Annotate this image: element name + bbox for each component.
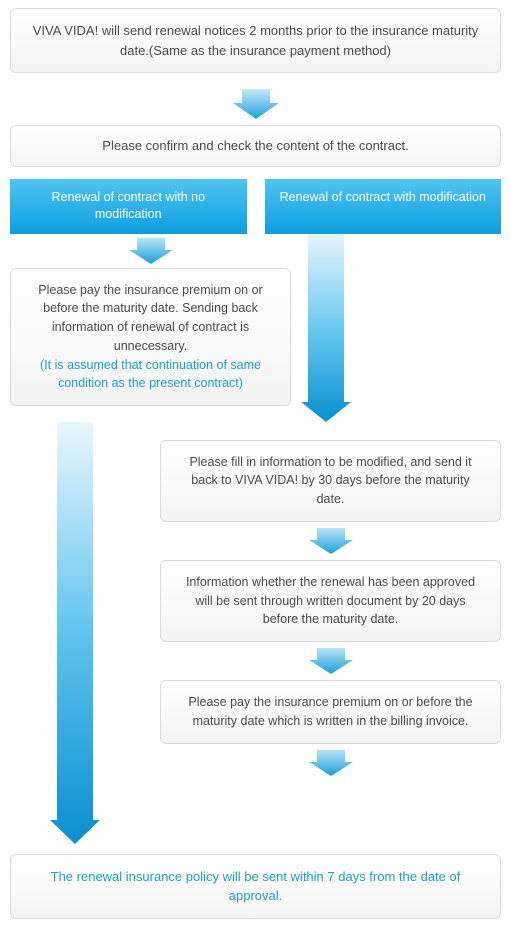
mid-left-col: Please pay the insurance premium on or b…: [10, 234, 291, 422]
arrow-left-small: [129, 234, 173, 268]
mid-row: Please pay the insurance premium on or b…: [10, 234, 501, 422]
arrow-r3: [160, 744, 501, 782]
confirm-text: Please confirm and check the content of …: [102, 138, 408, 153]
arrow-after-intro: [10, 83, 501, 125]
right-step1-box: Please fill in information to be modifie…: [160, 440, 501, 522]
right-step2-box: Information whether the renewal has been…: [160, 560, 501, 642]
intro-box: VIVA VIDA! will send renewal notices 2 m…: [10, 8, 501, 73]
split-headers: Renewal of contract with no modification…: [10, 179, 501, 234]
left-body-main: Please pay the insurance premium on or b…: [38, 283, 262, 353]
confirm-box: Please confirm and check the content of …: [10, 125, 501, 167]
header-no-modification: Renewal of contract with no modification: [10, 179, 247, 234]
right-step3-box: Please pay the insurance premium on or b…: [160, 680, 501, 744]
arrow-r1: [160, 522, 501, 560]
left-body-box: Please pay the insurance premium on or b…: [10, 268, 291, 407]
right-section: Please fill in information to be modifie…: [10, 422, 501, 844]
mid-right-spacer: [351, 234, 501, 422]
final-box: The renewal insurance policy will be sen…: [10, 854, 501, 919]
arrow-r2: [160, 642, 501, 680]
mid-right-arrow-col: [291, 234, 351, 422]
left-body-note: (It is assumed that continuation of same…: [40, 358, 261, 391]
final-text: The renewal insurance policy will be sen…: [51, 869, 461, 904]
intro-text: VIVA VIDA! will send renewal notices 2 m…: [33, 23, 479, 58]
header-with-modification: Renewal of contract with modification: [265, 179, 502, 234]
right-content-col: Please fill in information to be modifie…: [160, 422, 501, 782]
left-long-arrow-col: [10, 422, 160, 844]
